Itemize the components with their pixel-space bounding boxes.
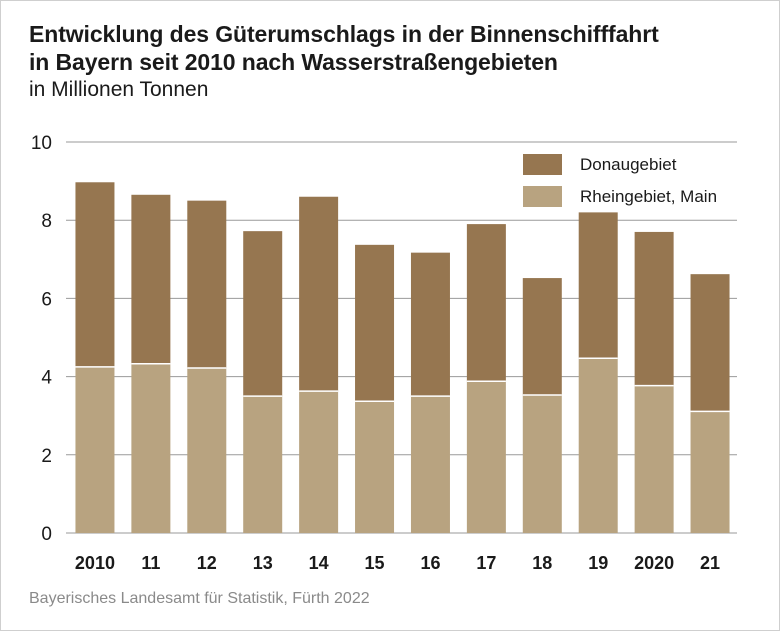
y-tick-label: 2 — [41, 446, 52, 467]
bar-donaugebiet-18 — [522, 278, 562, 395]
bar-donaugebiet-21 — [690, 274, 730, 412]
axis-layer: 0 2 4 6 8 10 2010 11 12 13 14 15 16 17 18 19 2020 21 — [31, 133, 720, 573]
bar-donaugebiet-16 — [410, 252, 450, 397]
x-tick-label: 18 — [532, 553, 552, 573]
legend: Donaugebiet Rheingebiet, Main — [523, 154, 717, 207]
x-tick-label: 15 — [365, 553, 385, 573]
x-tick-label: 2010 — [75, 553, 115, 573]
bar-rheingebiet-18 — [522, 394, 562, 533]
legend-label: Donaugebiet — [580, 155, 677, 174]
bar-donaugebiet-2010 — [75, 182, 115, 367]
bar-rheingebiet-11 — [131, 363, 171, 533]
legend-swatch — [523, 186, 562, 207]
bar-donaugebiet-11 — [131, 194, 171, 364]
x-tick-label: 13 — [253, 553, 273, 573]
bar-rheingebiet-2010 — [75, 366, 115, 533]
x-tick-label: 11 — [141, 553, 160, 573]
x-tick-label: 16 — [420, 553, 440, 573]
bar-layer — [75, 182, 730, 533]
x-tick-label: 17 — [476, 553, 496, 573]
x-tick-label: 14 — [309, 553, 329, 573]
y-tick-label: 0 — [41, 524, 52, 545]
x-tick-label: 19 — [588, 553, 608, 573]
bar-rheingebiet-14 — [299, 391, 339, 533]
x-tick-label: 2020 — [634, 553, 674, 573]
bar-donaugebiet-13 — [243, 231, 283, 397]
chart-subtitle: in Millionen Tonnen — [29, 78, 209, 101]
legend-label: Rheingebiet, Main — [580, 187, 717, 206]
title-line-2: in Bayern seit 2010 nach Wasserstraßenge… — [29, 49, 558, 75]
bar-rheingebiet-2020 — [634, 385, 674, 533]
x-tick-label: 12 — [197, 553, 217, 573]
y-tick-label: 8 — [41, 211, 52, 232]
bar-rheingebiet-13 — [243, 396, 283, 533]
bar-rheingebiet-17 — [466, 381, 506, 533]
bar-donaugebiet-12 — [187, 200, 227, 368]
chart-title: Entwicklung des Güterumschlags in der Bi… — [29, 20, 659, 76]
source-note: Bayerisches Landesamt für Statistik, Für… — [29, 590, 370, 607]
legend-swatch — [523, 154, 562, 175]
bar-donaugebiet-14 — [299, 196, 339, 392]
bar-rheingebiet-19 — [578, 358, 618, 533]
bar-donaugebiet-2020 — [634, 231, 674, 386]
bar-rheingebiet-15 — [355, 401, 395, 533]
y-tick-label: 4 — [41, 368, 52, 389]
bar-rheingebiet-12 — [187, 367, 227, 533]
y-tick-label: 6 — [41, 289, 52, 310]
bar-rheingebiet-16 — [410, 396, 450, 533]
grid-layer — [66, 141, 737, 534]
bar-donaugebiet-17 — [466, 224, 506, 382]
y-tick-label: 10 — [31, 133, 52, 154]
bar-rheingebiet-21 — [690, 411, 730, 533]
title-line-1: Entwicklung des Güterumschlags in der Bi… — [29, 21, 659, 47]
x-tick-label: 21 — [700, 553, 720, 573]
bar-donaugebiet-15 — [355, 244, 395, 402]
bar-donaugebiet-19 — [578, 212, 618, 359]
